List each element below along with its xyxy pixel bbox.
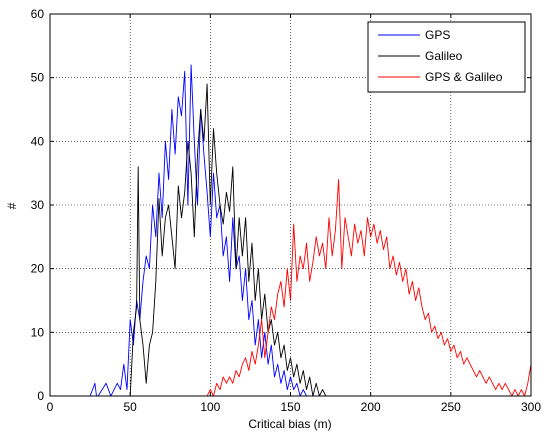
series-layer	[50, 64, 532, 397]
x-tick-label: 0	[47, 400, 54, 414]
legend-label-galileo: Galileo	[425, 49, 463, 63]
y-tick-label: 10	[31, 325, 45, 339]
legend-label-gps-galileo: GPS & Galileo	[425, 70, 503, 84]
x-tick-label: 250	[441, 400, 461, 414]
x-tick-label: 100	[200, 400, 220, 414]
y-tick-label: 60	[31, 7, 45, 21]
tick-layer: 0 50 100 150 200 250 300 0 10 20 30 40 50 60	[31, 7, 542, 414]
y-tick-label: 20	[31, 262, 45, 276]
series-line-gps-galileo	[50, 179, 532, 397]
y-tick-label: 30	[31, 198, 45, 212]
x-tick-label: 150	[280, 400, 300, 414]
x-tick-label: 300	[521, 400, 541, 414]
legend: GPS Galileo GPS & Galileo	[367, 21, 526, 93]
x-tick-label: 50	[123, 400, 137, 414]
legend-box	[367, 21, 526, 93]
y-tick-label: 0	[37, 389, 44, 403]
y-tick-label: 40	[31, 134, 45, 148]
series-line-galileo	[50, 83, 531, 397]
x-axis-label: Critical bias (m)	[248, 417, 331, 431]
y-axis-label: #	[5, 202, 19, 209]
legend-label-gps: GPS	[425, 28, 450, 42]
x-tick-label: 200	[361, 400, 381, 414]
y-tick-label: 50	[31, 71, 45, 85]
